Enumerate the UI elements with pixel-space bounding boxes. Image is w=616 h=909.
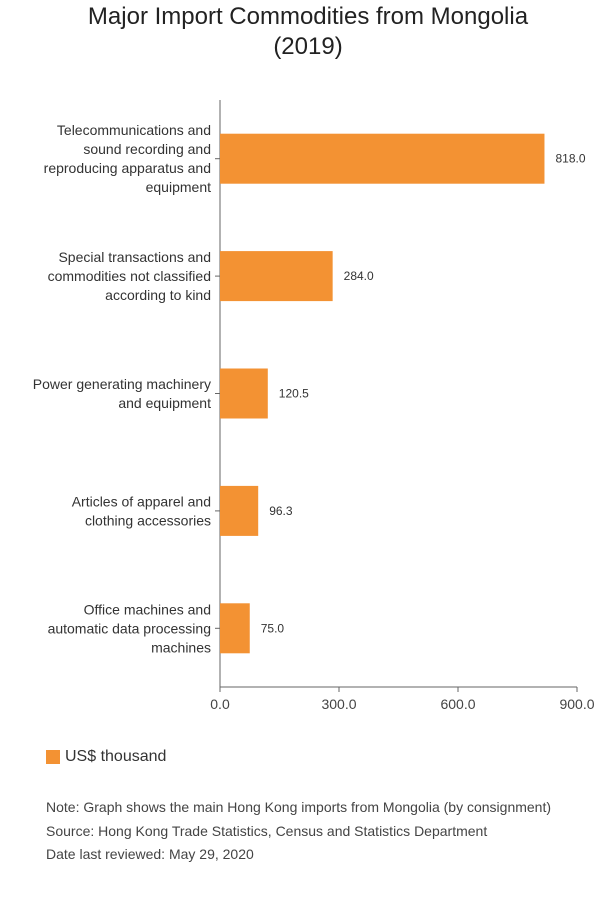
category-label: Office machines and (84, 601, 211, 617)
category-label: Special transactions and (58, 249, 211, 265)
x-tick-label: 300.0 (321, 696, 356, 712)
value-label: 75.0 (261, 621, 285, 635)
x-tick-label: 600.0 (440, 696, 475, 712)
category-label: clothing accessories (85, 512, 211, 528)
bar (220, 133, 545, 184)
category-label: Telecommunications and (57, 122, 211, 138)
x-tick-label: 900.0 (559, 696, 594, 712)
legend: US$ thousand (46, 748, 166, 766)
chart-notes: Note: Graph shows the main Hong Kong imp… (46, 796, 586, 867)
category-label: Power generating machinery (33, 376, 211, 392)
value-label: 96.3 (269, 504, 293, 518)
bar-chart: 0.0 300.0 600.0 900.0 818.0 Telecommunication… (33, 100, 595, 712)
x-tick-label: 0.0 (210, 696, 230, 712)
bar (220, 251, 333, 302)
category-label: machines (151, 639, 211, 655)
legend-label: US$ thousand (65, 748, 167, 765)
chart-title: Major Import Commodities from Mongolia (… (0, 2, 616, 62)
category-label: automatic data processing (48, 620, 211, 636)
value-label: 818.0 (555, 152, 585, 166)
category-label: sound recording and (83, 141, 211, 157)
legend-swatch (46, 750, 60, 764)
bar (220, 603, 250, 654)
chart-title-line-1: Major Import Commodities from Mongolia (87, 3, 529, 30)
category-label: and equipment (118, 395, 211, 411)
chart-title-line-2: (2019) (273, 33, 343, 60)
value-label: 120.5 (279, 387, 309, 401)
category-label: according to kind (105, 287, 211, 303)
category-label: Articles of apparel and (72, 493, 211, 509)
value-label: 284.0 (344, 269, 374, 283)
category-label: reproducing apparatus and (44, 160, 211, 176)
category-label: equipment (146, 179, 211, 195)
source-text: Source: Hong Kong Trade Statistics, Cens… (46, 822, 488, 839)
note-text: Note: Graph shows the main Hong Kong imp… (46, 799, 552, 815)
bar (220, 485, 259, 536)
category-label: commodities not classified (48, 268, 211, 284)
bar (220, 368, 268, 419)
date-reviewed-text: Date last reviewed: May 29, 2020 (46, 846, 254, 862)
